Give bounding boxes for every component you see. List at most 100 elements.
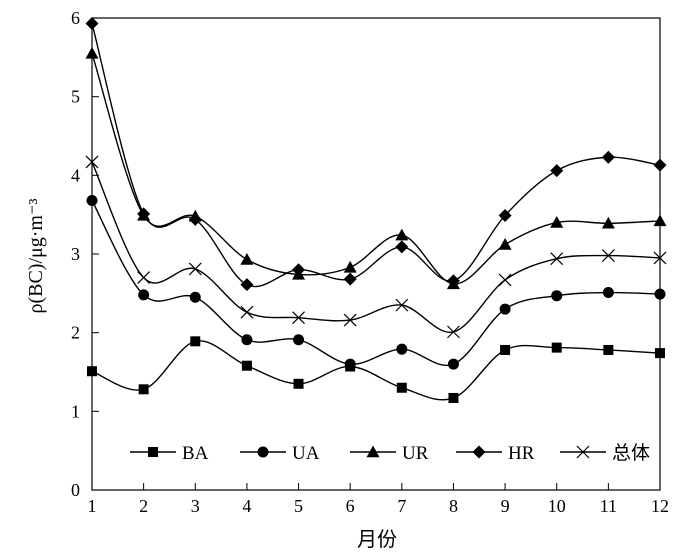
legend-label: UA	[292, 443, 320, 464]
legend-marker	[257, 446, 269, 458]
x-marker-stroke	[343, 313, 357, 327]
x-tick-label: 7	[397, 496, 406, 516]
series-2	[86, 195, 666, 370]
y-tick-label: 4	[71, 165, 80, 185]
data-point	[601, 216, 615, 229]
series-line	[91, 340, 661, 401]
data-point	[293, 334, 305, 346]
x-marker-stroke	[188, 262, 202, 276]
legend-item: 总体	[560, 442, 650, 464]
data-point	[240, 278, 254, 292]
data-point	[344, 358, 356, 370]
data-point	[188, 212, 202, 226]
y-tick-label: 3	[71, 244, 80, 264]
data-point	[85, 17, 99, 31]
legend-marker	[148, 447, 158, 457]
data-point	[653, 214, 667, 227]
series-line	[91, 53, 661, 285]
data-point	[447, 325, 460, 339]
plot-frame	[91, 17, 661, 491]
x-tick-label: 3	[191, 496, 200, 516]
data-point	[500, 344, 511, 355]
x-marker-stroke	[601, 249, 615, 262]
data-point	[653, 251, 667, 265]
data-point	[293, 378, 304, 389]
y-tick-label: 6	[71, 8, 80, 28]
x-tick-label: 6	[346, 496, 355, 516]
data-point	[498, 238, 512, 250]
legend-label: UR	[402, 443, 429, 464]
data-point	[498, 208, 512, 222]
series-3	[85, 46, 667, 290]
x-tick-label: 1	[88, 496, 97, 516]
series-layer	[85, 17, 667, 403]
data-point	[292, 263, 306, 277]
data-point	[551, 290, 563, 302]
x-marker-stroke	[576, 445, 590, 459]
data-point	[188, 262, 202, 276]
series-4	[85, 17, 667, 292]
legend-item: UA	[240, 443, 320, 464]
data-point	[343, 272, 357, 286]
x-marker-stroke	[292, 311, 305, 325]
data-point	[603, 344, 614, 355]
x-marker-stroke	[550, 252, 564, 266]
data-point	[447, 358, 459, 370]
x-tick-label: 10	[548, 496, 566, 516]
data-point	[241, 334, 253, 346]
legend-marker	[366, 445, 380, 458]
data-point	[240, 305, 254, 319]
data-point	[138, 289, 150, 301]
data-point	[655, 348, 665, 359]
legend-label: 总体	[612, 442, 650, 464]
y-tick-label: 5	[71, 87, 80, 107]
data-point	[85, 155, 99, 169]
legend-item: HR	[456, 443, 535, 464]
x-tick-label: 2	[139, 496, 148, 516]
data-point	[137, 271, 151, 285]
data-point	[499, 303, 511, 315]
series-1	[87, 336, 665, 403]
y-tick-label: 0	[71, 480, 80, 500]
x-marker-stroke	[137, 271, 151, 285]
data-point	[653, 158, 667, 172]
x-marker-stroke	[240, 305, 254, 319]
y-axis-title: ρ(BC)/μg·m⁻³	[25, 198, 47, 313]
data-point	[189, 291, 201, 303]
data-point	[602, 287, 614, 299]
series-5	[85, 155, 667, 339]
legend-item: UR	[350, 443, 429, 464]
data-point	[550, 252, 564, 266]
data-point	[190, 336, 201, 347]
data-point	[654, 288, 666, 300]
legend: BA UA UR HR 总体	[130, 442, 650, 464]
legend-marker	[472, 445, 486, 459]
x-marker-stroke	[447, 325, 460, 339]
series-line	[91, 200, 661, 367]
legend-label: BA	[182, 443, 209, 464]
x-tick-label: 9	[501, 496, 510, 516]
y-tick-label: 2	[71, 323, 80, 343]
data-point	[498, 273, 512, 287]
legend-label: HR	[508, 443, 535, 464]
data-point	[551, 342, 562, 353]
x-tick-label: 12	[651, 496, 669, 516]
data-point	[85, 46, 99, 59]
data-point	[292, 311, 305, 325]
data-point	[448, 392, 459, 403]
data-point	[446, 274, 460, 288]
legend-item: BA	[130, 443, 209, 464]
data-point	[550, 164, 564, 178]
y-tick-label: 1	[71, 401, 80, 421]
data-point	[550, 216, 564, 228]
x-tick-label: 11	[600, 496, 617, 516]
data-point	[86, 195, 98, 207]
data-point	[138, 384, 149, 395]
data-point	[137, 207, 151, 221]
x-marker-stroke	[85, 155, 99, 169]
data-point	[343, 260, 357, 273]
x-tick-label: 8	[449, 496, 458, 516]
x-marker-stroke	[498, 273, 512, 287]
